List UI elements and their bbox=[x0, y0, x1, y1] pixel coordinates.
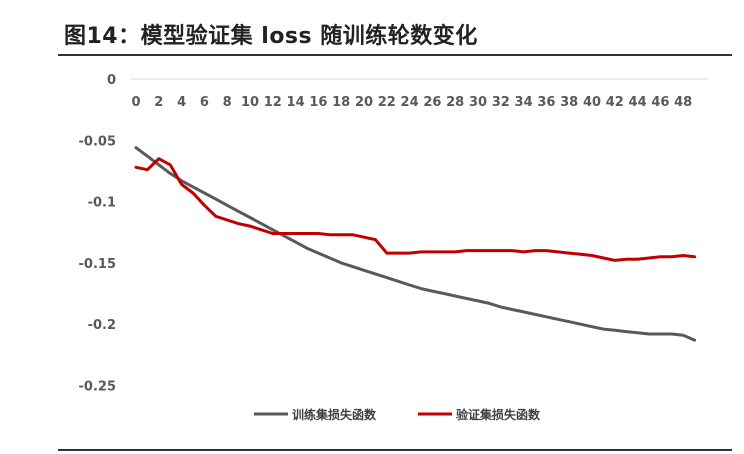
x-tick-label: 16 bbox=[309, 95, 327, 110]
series-line-2 bbox=[134, 157, 697, 262]
bottom-divider bbox=[58, 449, 732, 451]
y-tick-label: 0 bbox=[107, 73, 116, 88]
x-tick-label: 48 bbox=[674, 95, 692, 110]
y-tick-label: -0.05 bbox=[79, 134, 116, 149]
x-tick-label: 4 bbox=[177, 95, 186, 110]
x-tick-label: 44 bbox=[629, 95, 647, 110]
x-tick-label: 34 bbox=[515, 95, 533, 110]
series-line-1 bbox=[134, 146, 697, 342]
x-tick-label: 36 bbox=[537, 95, 555, 110]
x-tick-label: 26 bbox=[423, 95, 441, 110]
title-divider bbox=[58, 54, 732, 56]
chart-title: 图14：模型验证集 loss 随训练轮数变化 bbox=[64, 24, 478, 49]
x-tick-label: 20 bbox=[355, 95, 373, 110]
x-tick-label: 28 bbox=[446, 95, 464, 110]
x-tick-label: 10 bbox=[241, 95, 259, 110]
x-tick-label: 32 bbox=[492, 95, 510, 110]
x-tick-label: 0 bbox=[131, 95, 140, 110]
y-tick-label: -0.15 bbox=[79, 257, 116, 272]
x-tick-label: 42 bbox=[606, 95, 624, 110]
legend-label: 训练集损失函数 bbox=[292, 407, 377, 422]
y-tick-label: -0.1 bbox=[88, 196, 116, 211]
x-tick-label: 24 bbox=[401, 95, 419, 110]
legend-label: 验证集损失函数 bbox=[456, 407, 541, 422]
x-tick-label: 8 bbox=[223, 95, 232, 110]
x-tick-label: 38 bbox=[560, 95, 578, 110]
x-tick-label: 30 bbox=[469, 95, 487, 110]
x-tick-label: 2 bbox=[154, 95, 163, 110]
y-tick-label: -0.2 bbox=[88, 318, 116, 333]
x-tick-label: 18 bbox=[332, 95, 350, 110]
x-tick-label: 6 bbox=[200, 95, 209, 110]
y-tick-label: -0.25 bbox=[79, 380, 116, 395]
x-tick-label: 46 bbox=[651, 95, 669, 110]
x-tick-label: 22 bbox=[378, 95, 396, 110]
x-tick-label: 40 bbox=[583, 95, 601, 110]
x-tick-label: 14 bbox=[287, 95, 305, 110]
x-tick-label: 12 bbox=[264, 95, 282, 110]
